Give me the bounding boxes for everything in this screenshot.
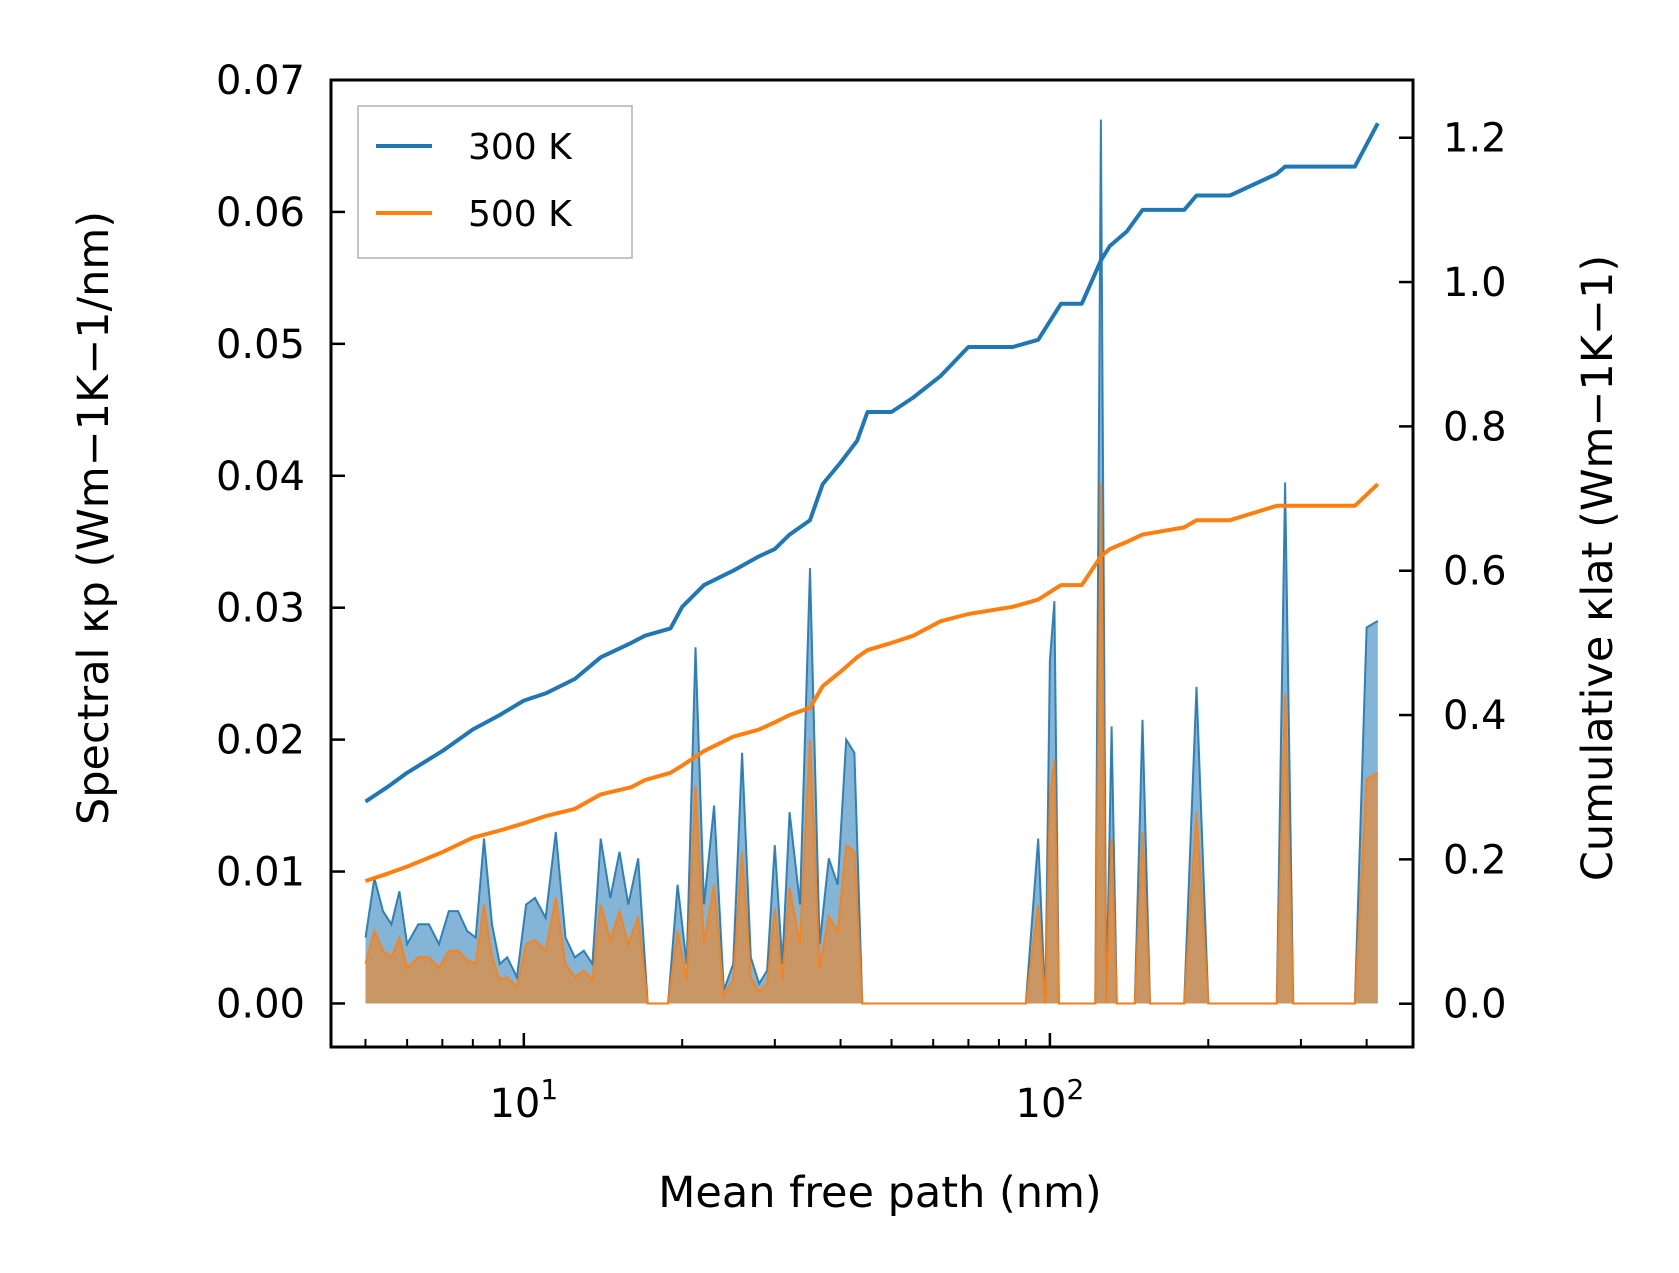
y-right-tick-label: 0.4 xyxy=(1443,693,1507,739)
x-tick-exponent: 1 xyxy=(540,1073,558,1106)
y-right-tick-label: 0.0 xyxy=(1443,982,1507,1028)
legend-box xyxy=(357,105,633,259)
y-left-tick-label: 0.03 xyxy=(216,586,305,632)
x-tick-label: 101 xyxy=(489,1073,558,1127)
x-tick-exponent: 2 xyxy=(1066,1073,1084,1106)
y-right-tick-label: 1.2 xyxy=(1443,116,1507,162)
legend: 300 K 500 K xyxy=(357,105,633,259)
y-left-tick-label: 0.07 xyxy=(216,58,305,104)
spectral-line-500k xyxy=(364,482,1379,1005)
plot-area xyxy=(364,119,1380,1005)
cumulative-line-300k xyxy=(364,122,1380,804)
y-right-tick-label: 0.2 xyxy=(1443,837,1507,883)
y-left-tick-label: 0.00 xyxy=(216,981,305,1027)
y-right-tick-label: 1.0 xyxy=(1443,260,1507,306)
y-left-tick-label: 0.06 xyxy=(216,190,305,236)
y-left-tick-label: 0.04 xyxy=(216,454,305,500)
x-tick-label: 102 xyxy=(1016,1073,1085,1127)
y-axis-label-left: Spectral κp (Wm−1K−1/nm) xyxy=(69,211,119,825)
spectral-area-500k xyxy=(365,482,1378,1004)
legend-label-500k: 500 K xyxy=(468,194,573,235)
axis-ticks: 0.00 0.01 0.02 0.03 0.04 0.05 0.06 0.07 0.0 0.2 0.… xyxy=(216,58,1507,1127)
y-axis-label-right: Cumulative κlat (Wm−1K−1) xyxy=(1573,255,1623,881)
y-right-tick-label: 0.6 xyxy=(1443,549,1507,595)
y-left-tick-label: 0.01 xyxy=(216,850,305,896)
plot-frame xyxy=(329,78,1415,1049)
legend-label-300k: 300 K xyxy=(468,127,573,168)
y-right-tick-label: 0.8 xyxy=(1443,404,1507,450)
y-left-tick-label: 0.02 xyxy=(216,718,305,764)
x-axis-label: Mean free path (nm) xyxy=(658,1168,1101,1218)
y-left-tick-label: 0.05 xyxy=(216,322,305,368)
cumulative-line-500k xyxy=(364,482,1380,883)
